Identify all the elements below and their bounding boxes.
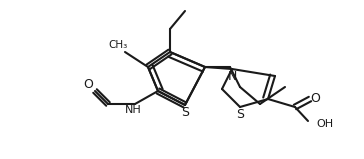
Text: S: S: [236, 108, 244, 121]
Text: S: S: [181, 107, 189, 120]
Text: CH₃: CH₃: [108, 40, 128, 50]
Text: N: N: [227, 69, 237, 83]
Text: O: O: [83, 79, 93, 91]
Text: NH: NH: [124, 105, 141, 115]
Text: O: O: [310, 93, 320, 106]
Text: OH: OH: [316, 119, 333, 129]
